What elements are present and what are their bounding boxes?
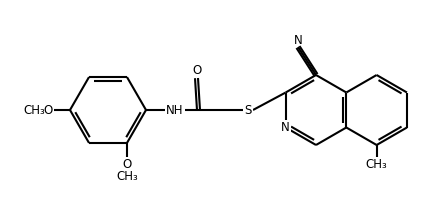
Text: N: N [281, 121, 290, 134]
Text: N: N [293, 35, 302, 48]
Text: O: O [43, 104, 53, 117]
Text: CH₃: CH₃ [23, 104, 45, 117]
Text: S: S [244, 104, 252, 117]
Text: NH: NH [166, 104, 184, 117]
Text: CH₃: CH₃ [366, 159, 388, 171]
Text: O: O [192, 64, 201, 76]
Text: O: O [122, 158, 132, 171]
Text: CH₃: CH₃ [116, 170, 138, 183]
